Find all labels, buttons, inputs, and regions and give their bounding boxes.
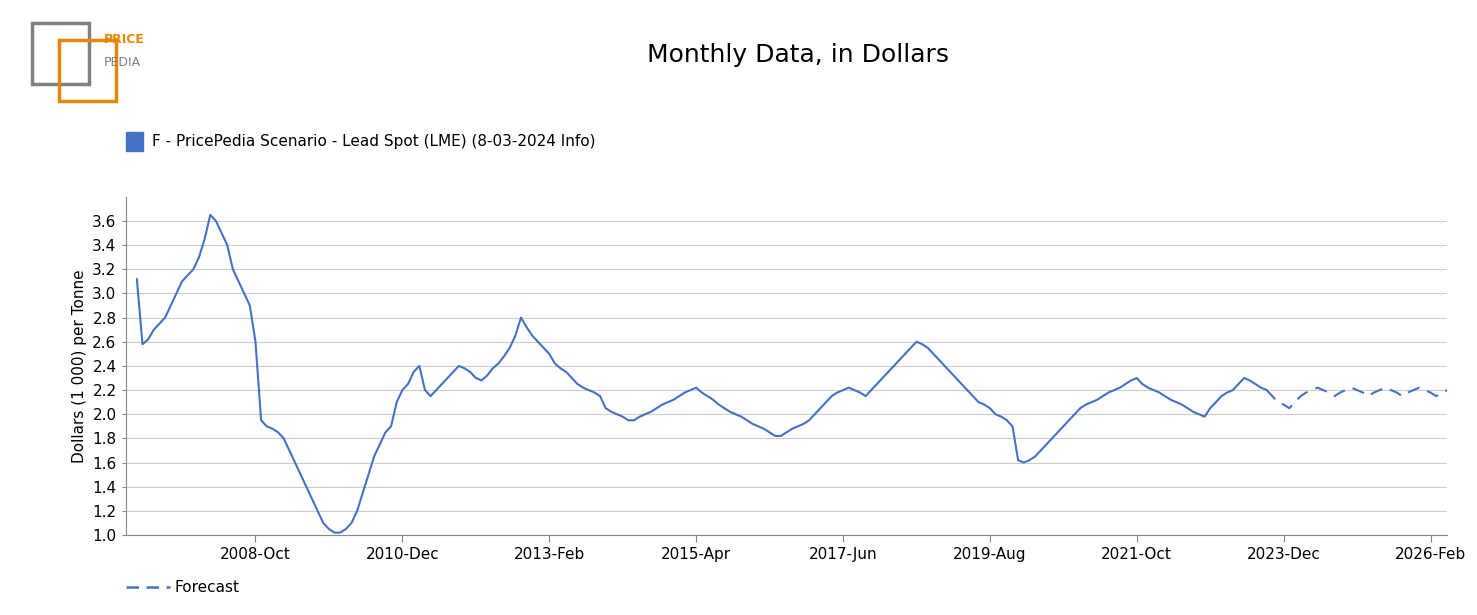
Text: PEDIA: PEDIA (103, 55, 140, 69)
Text: Monthly Data, in Dollars: Monthly Data, in Dollars (647, 43, 948, 67)
Y-axis label: Dollars (1 000) per Tonne: Dollars (1 000) per Tonne (71, 269, 87, 462)
Text: F - PricePedia Scenario - Lead Spot (LME) (8-03-2024 Info): F - PricePedia Scenario - Lead Spot (LME… (152, 134, 595, 149)
Text: PRICE: PRICE (103, 33, 145, 47)
Text: Forecast: Forecast (174, 580, 239, 595)
